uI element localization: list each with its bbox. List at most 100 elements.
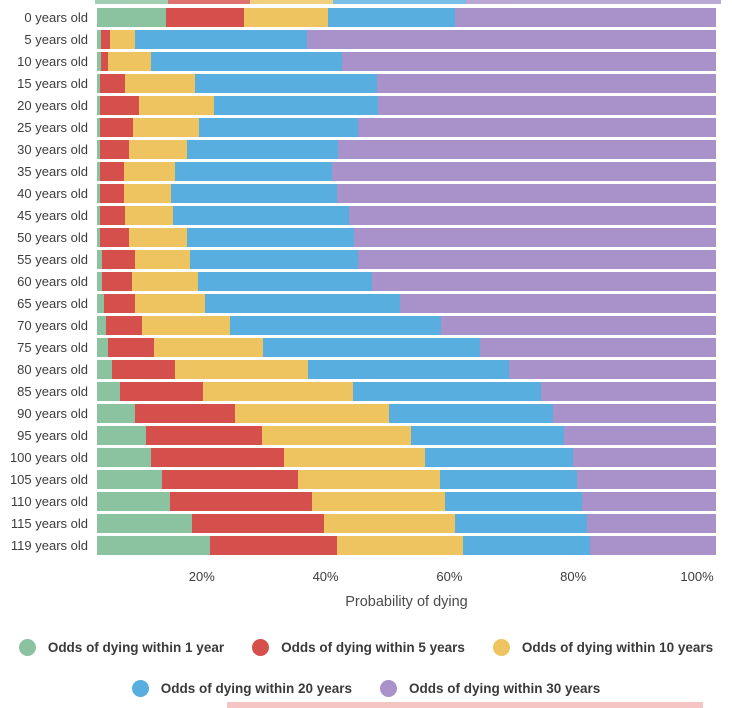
bar-segment-odds-of-dying-within-5-years[interactable] bbox=[108, 338, 154, 357]
bar-segment-odds-of-dying-within-10-years[interactable] bbox=[139, 96, 214, 115]
bar-segment-odds-of-dying-within-10-years[interactable] bbox=[124, 184, 172, 203]
bar-segment-odds-of-dying-within-20-years[interactable] bbox=[445, 492, 582, 511]
bar-segment-odds-of-dying-within-1-year[interactable] bbox=[97, 294, 104, 313]
bar-segment-odds-of-dying-within-10-years[interactable] bbox=[311, 492, 446, 511]
bar-segment-odds-of-dying-within-20-years[interactable] bbox=[187, 228, 355, 247]
bar-segment-odds-of-dying-within-30-years[interactable] bbox=[378, 96, 716, 115]
bar-segment-odds-of-dying-within-5-years[interactable] bbox=[100, 118, 133, 137]
bar-segment-odds-of-dying-within-10-years[interactable] bbox=[109, 30, 135, 49]
bar-segment-odds-of-dying-within-5-years[interactable] bbox=[100, 52, 108, 71]
bar-segment-odds-of-dying-within-1-year[interactable] bbox=[97, 448, 151, 467]
bar-segment-odds-of-dying-within-20-years[interactable] bbox=[308, 360, 510, 379]
bar-segment-odds-of-dying-within-5-years[interactable] bbox=[101, 250, 135, 269]
bar-segment-odds-of-dying-within-1-year[interactable] bbox=[97, 118, 101, 137]
legend-item-odds-of-dying-within-1-year[interactable]: Odds of dying within 1 year bbox=[18, 638, 224, 656]
bar-segment-odds-of-dying-within-10-years[interactable] bbox=[131, 272, 198, 291]
bar-segment-odds-of-dying-within-1-year[interactable] bbox=[97, 74, 101, 93]
bar-segment-odds-of-dying-within-20-years[interactable] bbox=[194, 74, 377, 93]
bar-segment-odds-of-dying-within-30-years[interactable] bbox=[376, 74, 716, 93]
bar-segment-odds-of-dying-within-1-year[interactable] bbox=[97, 52, 101, 71]
bar-segment-odds-of-dying-within-30-years[interactable] bbox=[576, 470, 716, 489]
bar-segment-odds-of-dying-within-10-years[interactable] bbox=[283, 448, 426, 467]
bar-segment-odds-of-dying-within-10-years[interactable] bbox=[202, 382, 353, 401]
bar-segment-odds-of-dying-within-5-years[interactable] bbox=[161, 470, 299, 489]
bar-segment-odds-of-dying-within-1-year[interactable] bbox=[97, 228, 101, 247]
bar-segment-odds-of-dying-within-20-years[interactable] bbox=[134, 30, 307, 49]
bar-segment-odds-of-dying-within-20-years[interactable] bbox=[171, 184, 338, 203]
bar-segment-odds-of-dying-within-20-years[interactable] bbox=[173, 206, 349, 225]
bar-segment-odds-of-dying-within-10-years[interactable] bbox=[323, 514, 456, 533]
bar-segment-odds-of-dying-within-20-years[interactable] bbox=[328, 8, 456, 27]
bar-segment-odds-of-dying-within-30-years[interactable] bbox=[480, 338, 716, 357]
bar-segment-odds-of-dying-within-30-years[interactable] bbox=[358, 250, 716, 269]
bar-segment-odds-of-dying-within-1-year[interactable] bbox=[97, 272, 102, 291]
bar-segment-odds-of-dying-within-5-years[interactable] bbox=[103, 294, 135, 313]
bar-segment-odds-of-dying-within-20-years[interactable] bbox=[230, 316, 442, 335]
bar-segment-odds-of-dying-within-20-years[interactable] bbox=[174, 162, 333, 181]
bar-segment-odds-of-dying-within-10-years[interactable] bbox=[124, 162, 175, 181]
bar-segment-odds-of-dying-within-20-years[interactable] bbox=[199, 118, 359, 137]
bar-segment-odds-of-dying-within-5-years[interactable] bbox=[150, 448, 284, 467]
bar-segment-odds-of-dying-within-30-years[interactable] bbox=[455, 8, 716, 27]
bar-segment-odds-of-dying-within-10-years[interactable] bbox=[129, 140, 188, 159]
bar-segment-odds-of-dying-within-1-year[interactable] bbox=[97, 140, 101, 159]
legend-item-odds-of-dying-within-20-years[interactable]: Odds of dying within 20 years bbox=[131, 679, 352, 697]
legend-item-odds-of-dying-within-5-years[interactable]: Odds of dying within 5 years bbox=[252, 638, 465, 656]
bar-segment-odds-of-dying-within-1-year[interactable] bbox=[97, 96, 101, 115]
bar-segment-odds-of-dying-within-30-years[interactable] bbox=[337, 184, 716, 203]
bar-segment-odds-of-dying-within-1-year[interactable] bbox=[97, 250, 102, 269]
bar-segment-odds-of-dying-within-30-years[interactable] bbox=[348, 206, 716, 225]
bar-segment-odds-of-dying-within-10-years[interactable] bbox=[142, 316, 231, 335]
bar-segment-odds-of-dying-within-10-years[interactable] bbox=[235, 404, 390, 423]
bar-segment-odds-of-dying-within-5-years[interactable] bbox=[145, 426, 262, 445]
bar-segment-odds-of-dying-within-1-year[interactable] bbox=[97, 206, 101, 225]
bar-segment-odds-of-dying-within-1-year[interactable] bbox=[97, 514, 192, 533]
bar-segment-odds-of-dying-within-10-years[interactable] bbox=[336, 536, 464, 555]
bar-segment-odds-of-dying-within-20-years[interactable] bbox=[410, 426, 564, 445]
bar-segment-odds-of-dying-within-20-years[interactable] bbox=[439, 470, 577, 489]
bar-segment-odds-of-dying-within-5-years[interactable] bbox=[100, 140, 130, 159]
bar-segment-odds-of-dying-within-20-years[interactable] bbox=[389, 404, 554, 423]
bar-segment-odds-of-dying-within-30-years[interactable] bbox=[332, 162, 716, 181]
bar-segment-odds-of-dying-within-1-year[interactable] bbox=[97, 536, 211, 555]
bar-segment-odds-of-dying-within-1-year[interactable] bbox=[97, 8, 166, 27]
bar-segment-odds-of-dying-within-5-years[interactable] bbox=[100, 30, 110, 49]
bar-segment-odds-of-dying-within-10-years[interactable] bbox=[153, 338, 263, 357]
bar-segment-odds-of-dying-within-5-years[interactable] bbox=[170, 492, 312, 511]
bar-segment-odds-of-dying-within-5-years[interactable] bbox=[191, 514, 324, 533]
bar-segment-odds-of-dying-within-1-year[interactable] bbox=[97, 470, 162, 489]
bar-segment-odds-of-dying-within-10-years[interactable] bbox=[134, 250, 191, 269]
bar-segment-odds-of-dying-within-5-years[interactable] bbox=[100, 96, 140, 115]
bar-segment-odds-of-dying-within-30-years[interactable] bbox=[306, 30, 716, 49]
bar-segment-odds-of-dying-within-1-year[interactable] bbox=[97, 338, 109, 357]
bar-segment-odds-of-dying-within-10-years[interactable] bbox=[132, 118, 200, 137]
bar-segment-odds-of-dying-within-30-years[interactable] bbox=[358, 118, 716, 137]
bar-segment-odds-of-dying-within-30-years[interactable] bbox=[342, 52, 716, 71]
bar-segment-odds-of-dying-within-20-years[interactable] bbox=[455, 514, 587, 533]
bar-segment-odds-of-dying-within-20-years[interactable] bbox=[425, 448, 573, 467]
bar-segment-odds-of-dying-within-20-years[interactable] bbox=[150, 52, 343, 71]
bar-segment-odds-of-dying-within-30-years[interactable] bbox=[338, 140, 716, 159]
bar-segment-odds-of-dying-within-10-years[interactable] bbox=[129, 228, 188, 247]
bar-segment-odds-of-dying-within-10-years[interactable] bbox=[124, 74, 195, 93]
bar-segment-odds-of-dying-within-5-years[interactable] bbox=[100, 184, 125, 203]
bar-segment-odds-of-dying-within-1-year[interactable] bbox=[97, 492, 171, 511]
legend-item-odds-of-dying-within-30-years[interactable]: Odds of dying within 30 years bbox=[380, 679, 600, 697]
bar-segment-odds-of-dying-within-5-years[interactable] bbox=[165, 8, 244, 27]
bar-segment-odds-of-dying-within-1-year[interactable] bbox=[97, 404, 135, 423]
bar-segment-odds-of-dying-within-10-years[interactable] bbox=[174, 360, 309, 379]
bar-segment-odds-of-dying-within-30-years[interactable] bbox=[553, 404, 716, 423]
bar-segment-odds-of-dying-within-20-years[interactable] bbox=[463, 536, 591, 555]
bar-segment-odds-of-dying-within-20-years[interactable] bbox=[213, 96, 378, 115]
bar-segment-odds-of-dying-within-5-years[interactable] bbox=[100, 228, 130, 247]
bar-segment-odds-of-dying-within-1-year[interactable] bbox=[97, 382, 120, 401]
bar-segment-odds-of-dying-within-20-years[interactable] bbox=[187, 140, 339, 159]
bar-segment-odds-of-dying-within-5-years[interactable] bbox=[100, 74, 125, 93]
bar-segment-odds-of-dying-within-30-years[interactable] bbox=[509, 360, 716, 379]
bar-segment-odds-of-dying-within-1-year[interactable] bbox=[97, 426, 146, 445]
bar-segment-odds-of-dying-within-10-years[interactable] bbox=[298, 470, 440, 489]
bar-segment-odds-of-dying-within-20-years[interactable] bbox=[190, 250, 359, 269]
bar-segment-odds-of-dying-within-30-years[interactable] bbox=[441, 316, 716, 335]
bar-segment-odds-of-dying-within-30-years[interactable] bbox=[371, 272, 716, 291]
bar-segment-odds-of-dying-within-10-years[interactable] bbox=[107, 52, 151, 71]
